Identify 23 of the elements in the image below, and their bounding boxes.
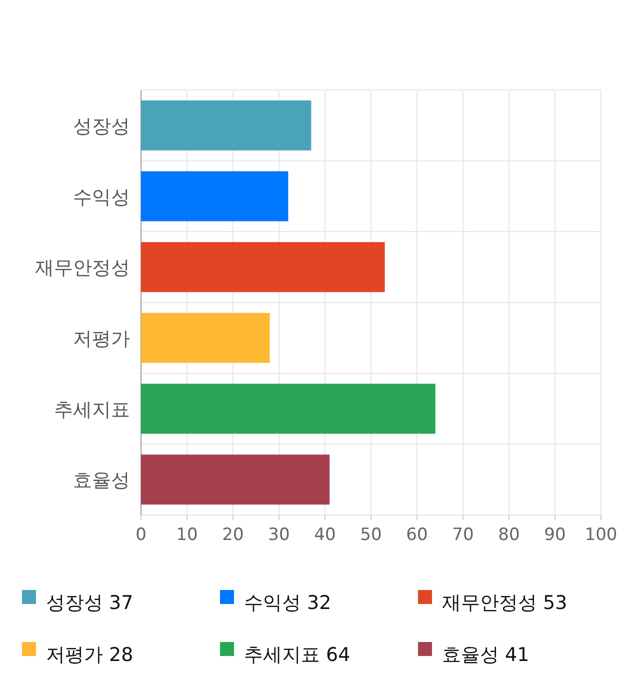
x-tick-label: 40 (314, 525, 336, 545)
x-tick-label: 10 (176, 525, 198, 545)
legend-label: 효율성 41 (442, 644, 530, 666)
x-tick-label: 50 (360, 525, 382, 545)
y-tick-label: 저평가 (73, 328, 130, 350)
x-tick-label: 0 (136, 525, 146, 545)
x-tick-label: 80 (498, 525, 520, 545)
y-tick-label: 재무안정성 (35, 257, 130, 280)
x-tick-label: 30 (268, 525, 290, 545)
y-tick-label: 추세지표 (54, 398, 130, 421)
x-tick-label: 60 (406, 525, 428, 545)
legend-label: 재무안정성 53 (442, 592, 568, 614)
y-tick-label: 수익성 (73, 186, 130, 208)
x-tick-label: 90 (544, 525, 566, 545)
x-tick-label: 100 (584, 525, 618, 545)
x-tick-label: 20 (222, 525, 244, 545)
legend-label: 추세지표 64 (244, 644, 350, 666)
x-tick-label: 70 (452, 525, 474, 545)
legend-label: 수익성 32 (244, 592, 332, 614)
y-tick-label: 성장성 (73, 115, 130, 138)
y-tick-label: 효율성 (73, 470, 130, 492)
legend-label: 성장성 37 (46, 592, 134, 614)
legend-label: 저평가 28 (46, 644, 134, 666)
